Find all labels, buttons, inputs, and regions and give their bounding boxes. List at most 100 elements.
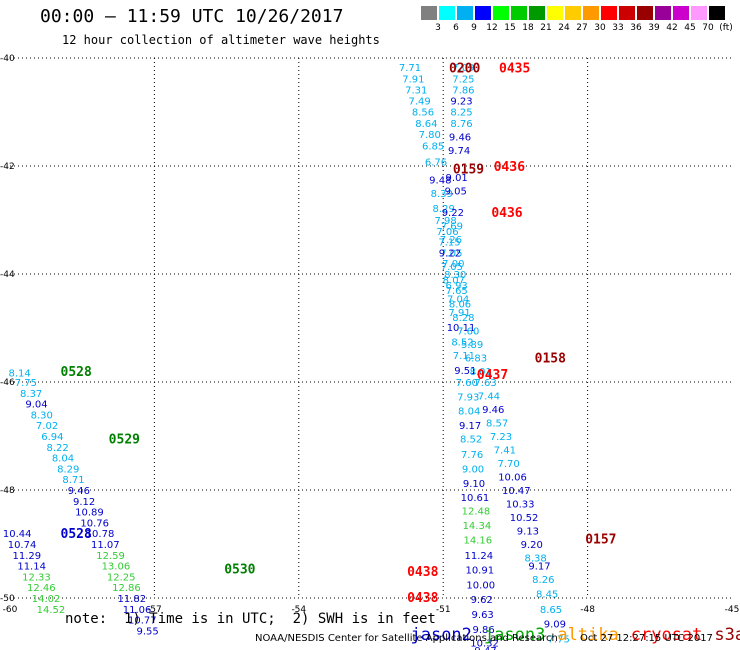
scale-color-13 <box>655 6 671 20</box>
chart-title: 00:00 – 11:59 UTC 10/26/2017 <box>40 6 344 27</box>
pass-time-label: 0436 <box>491 206 522 221</box>
swh-value-label: 9.63 <box>472 610 494 621</box>
units-note: note: 1) Time is in UTC; 2) SWH is in fe… <box>65 611 436 627</box>
swh-value-label: 9.48 <box>429 176 451 187</box>
swh-value-label: 7.60 <box>457 327 479 338</box>
satellite-label-jason3: jason3 <box>483 625 546 645</box>
swh-value-label: 8.37 <box>20 389 42 400</box>
swh-value-label: 14.16 <box>464 536 493 547</box>
swh-value-label: 6.94 <box>41 432 63 443</box>
scale-label: 12 <box>486 23 498 33</box>
swh-value-label: 9.74 <box>448 146 470 157</box>
swh-value-label: 10.06 <box>498 473 527 484</box>
scale-label: 15 <box>504 23 516 33</box>
swh-value-label: 8.38 <box>524 554 546 565</box>
pass-time-label: 0438 <box>407 565 438 580</box>
swh-value-label: 10.32 <box>470 638 499 649</box>
swh-value-label: 8.28 <box>452 313 474 324</box>
scale-label: 18 <box>522 23 534 33</box>
scale-color-7 <box>547 6 563 20</box>
satellite-label-altika: altika <box>557 625 619 645</box>
swh-value-label: 7.75 <box>548 635 570 646</box>
swh-value-label: 7.11 <box>453 351 475 362</box>
swh-value-label: 11.14 <box>17 562 46 573</box>
swh-value-label: 7.69 <box>441 221 463 232</box>
swh-value-label: 7.65 <box>446 286 468 297</box>
scale-color-5 <box>511 6 527 20</box>
swh-value-label: 7.93 <box>457 393 479 404</box>
swh-value-label: 10.78 <box>86 529 115 540</box>
swh-value-label: 7.76 <box>461 450 483 461</box>
x-tick-label: -51 <box>436 605 451 615</box>
swh-value-label: 7.41 <box>494 446 516 457</box>
scale-color-1 <box>439 6 455 20</box>
swh-value-label: 7.23 <box>490 432 512 443</box>
swh-value-label: 9.46 <box>68 486 90 497</box>
swh-value-label: 8.29 <box>433 204 455 215</box>
swh-value-label: 10.44 <box>3 529 32 540</box>
swh-value-label: 5.89 <box>461 340 483 351</box>
scale-label: 42 <box>666 23 678 33</box>
scale-color-0 <box>421 6 437 20</box>
scale-label: 24 <box>558 23 570 33</box>
satellite-label-cryosat: cryosat <box>630 625 703 645</box>
scale-label: 21 <box>540 23 552 33</box>
scale-label: 30 <box>594 23 606 33</box>
x-tick-label: -45 <box>725 605 740 615</box>
scale-label: 36 <box>630 23 642 33</box>
pass-time-label: 0529 <box>109 433 140 448</box>
swh-value-label: 8.52 <box>460 435 482 446</box>
swh-value-label: 7.91 <box>402 75 424 86</box>
swh-value-label: 9.09 <box>544 619 566 630</box>
scale-color-15 <box>691 6 707 20</box>
swh-value-label: 8.71 <box>62 475 84 486</box>
swh-value-label: 7.26 <box>440 235 462 246</box>
swh-value-label: 8.29 <box>57 464 79 475</box>
swh-value-label: 7.02 <box>36 421 58 432</box>
scale-color-8 <box>565 6 581 20</box>
swh-value-label: 12.48 <box>462 507 491 518</box>
swh-value-label: 7.25 <box>452 75 474 86</box>
swh-value-label: 7.05 <box>441 262 463 273</box>
pass-time-label: 0159 <box>453 163 484 178</box>
swh-value-label: 7.06 <box>436 227 458 238</box>
swh-value-label: 8.45 <box>536 590 558 601</box>
swh-value-label: 9.22 <box>442 208 464 219</box>
swh-value-label: 6.76 <box>425 158 447 169</box>
swh-value-label: 8.25 <box>450 107 472 118</box>
swh-value-label: 10.52 <box>510 513 539 524</box>
swh-value-label: 11.07 <box>91 540 120 551</box>
swh-value-label: 7.49 <box>408 97 430 108</box>
swh-value-label: 10.89 <box>75 508 104 519</box>
swh-value-label: 9.01 <box>446 173 468 184</box>
swh-value-label: 6.83 <box>465 354 487 365</box>
swh-value-label: 9.22 <box>439 248 461 259</box>
swh-value-label: 12.59 <box>96 551 125 562</box>
swh-value-label: 7.71 <box>399 63 421 74</box>
pass-time-label: 0200 <box>449 62 480 77</box>
swh-value-label: 10.00 <box>466 581 495 592</box>
scale-color-11 <box>619 6 635 20</box>
scale-label: 3 <box>435 23 441 33</box>
swh-value-label: 14.02 <box>32 594 61 605</box>
swh-value-label: 8.14 <box>8 368 30 379</box>
scale-color-4 <box>493 6 509 20</box>
swh-value-label: 11.06 <box>123 605 152 616</box>
swh-value-label: 7.98 <box>434 216 456 227</box>
swh-value-label: 7.09 <box>452 63 474 74</box>
swh-value-label: 12.46 <box>27 583 56 594</box>
swh-value-label: 8.52 <box>451 338 473 349</box>
swh-value-label: 8.76 <box>450 119 472 130</box>
scale-color-2 <box>457 6 473 20</box>
scale-color-3 <box>475 6 491 20</box>
swh-value-label: 7.00 <box>442 259 464 270</box>
swh-value-label: 7.44 <box>478 392 500 403</box>
satellite-label-jason2: jason2 <box>410 625 472 645</box>
swh-value-label: 9.62 <box>471 595 493 606</box>
pass-time-label: 0530 <box>224 562 255 577</box>
footer-timestamp: Oct 27 12:27:15 UTC 2017 <box>580 633 713 644</box>
swh-value-label: 8.64 <box>415 119 437 130</box>
pass-time-label: 0157 <box>585 533 616 548</box>
swh-value-label: 10.11 <box>447 323 476 334</box>
swh-value-label: 8.56 <box>412 107 434 118</box>
